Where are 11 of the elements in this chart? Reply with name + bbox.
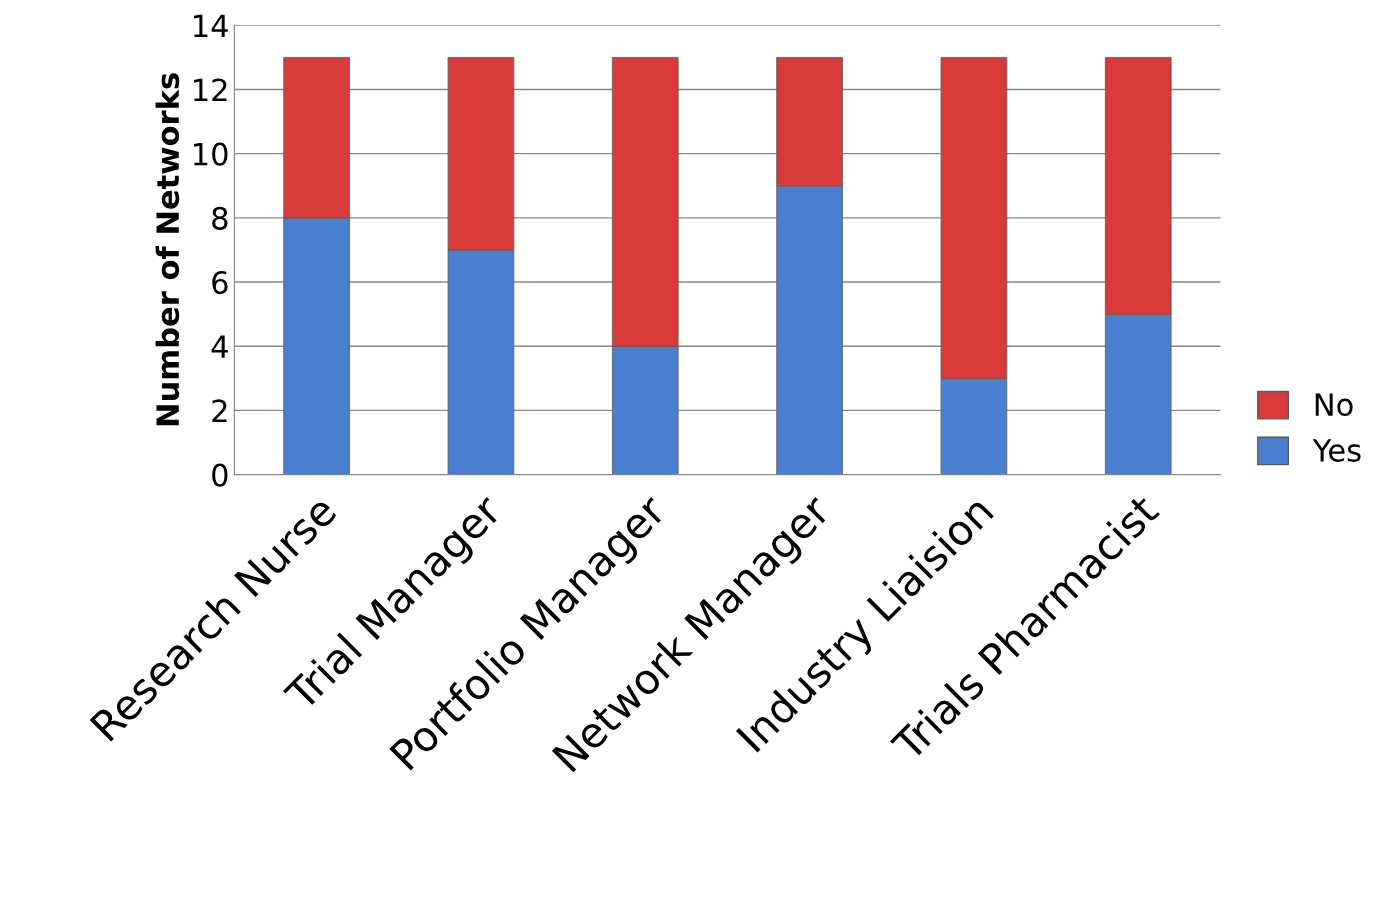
- legend-label: No: [1315, 393, 1353, 417]
- y-tick-label: 6: [212, 270, 228, 295]
- y-tick-label: 4: [211, 335, 228, 358]
- y-tick-label: 14: [194, 14, 228, 37]
- y-axis-title: Number of Networks: [155, 73, 180, 426]
- y-tick-label: 12: [194, 78, 227, 102]
- y-tick-label: 10: [194, 142, 228, 166]
- y-tick-label: 8: [212, 206, 228, 230]
- y-tick-label: 0: [212, 463, 228, 487]
- y-tick-label: 2: [212, 399, 227, 423]
- legend-label: Yes: [1312, 439, 1361, 462]
